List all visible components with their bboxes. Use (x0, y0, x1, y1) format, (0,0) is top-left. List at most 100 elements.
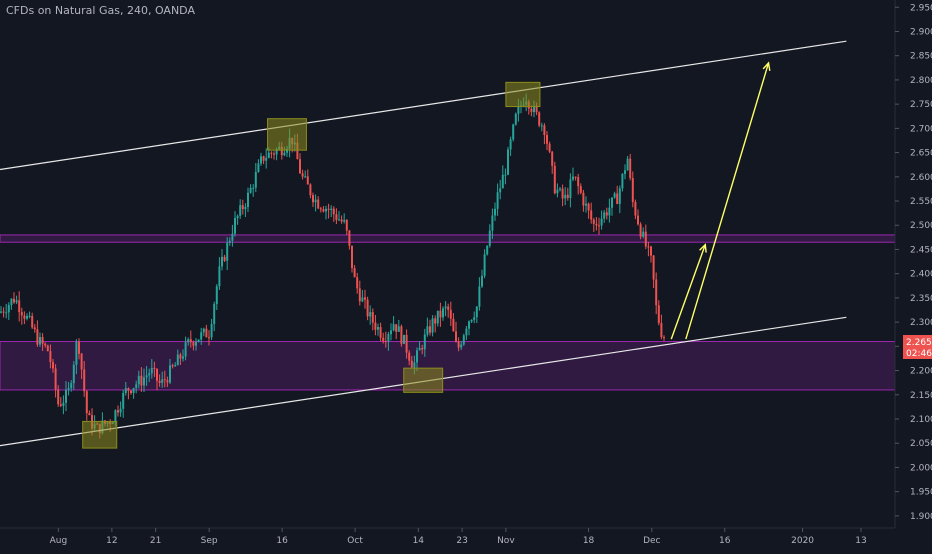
candle-body-217 (564, 194, 567, 199)
candle-body-250 (650, 246, 652, 256)
y-tick-label-11: 2.400 (910, 270, 932, 280)
candle-body-78 (202, 328, 205, 333)
candle-body-216 (561, 188, 564, 199)
candle-body-118 (306, 176, 309, 185)
candle-body-9 (23, 315, 26, 319)
candle-body-157 (408, 352, 411, 361)
y-tick-label-21: 1.900 (910, 512, 932, 522)
candle-body-120 (312, 195, 314, 203)
projection-arrow-0 (670, 244, 706, 340)
candle-body-81 (210, 324, 213, 338)
candle-body-22 (57, 389, 60, 405)
projection-arrow-1 (685, 62, 770, 340)
candle-body-80 (208, 337, 210, 339)
candle-body-232 (603, 212, 606, 219)
x-tick-label-9: 18 (583, 536, 595, 546)
candle-body-114 (296, 142, 299, 160)
candle-body-211 (548, 143, 551, 152)
candle-body-125 (325, 208, 327, 212)
candle-body-169 (439, 310, 442, 318)
candle-body-108 (280, 146, 283, 156)
candle-body-10 (26, 316, 28, 319)
candle-body-62 (161, 379, 164, 383)
candle-body-227 (590, 210, 593, 220)
candle-body-180 (468, 321, 470, 329)
candle-body-181 (470, 319, 473, 322)
candle-body-133 (345, 220, 348, 231)
candle-body-214 (556, 189, 559, 194)
candle-body-187 (486, 245, 489, 255)
y-tick-label-13: 2.300 (910, 318, 932, 328)
y-tick-label-5: 2.700 (910, 124, 932, 134)
candle-body-104 (270, 152, 273, 154)
candle-body-172 (447, 306, 450, 310)
candle-body-237 (616, 193, 619, 204)
candle-body-115 (299, 159, 301, 174)
candle-body-198 (514, 113, 517, 125)
candle-body-139 (361, 297, 364, 302)
candle-body-163 (423, 334, 426, 350)
price-tags: 2.265 02:46:0 (903, 335, 932, 359)
candle-body-219 (569, 179, 572, 199)
candle-body-152 (395, 324, 398, 332)
candle-body-185 (481, 275, 483, 287)
candle-body-231 (600, 218, 603, 226)
candle-body-16 (41, 337, 44, 344)
candle-body-148 (384, 341, 387, 343)
candle-body-251 (652, 255, 655, 280)
candle-body-255 (663, 337, 665, 339)
candle-body-32 (83, 369, 86, 392)
x-tick-label-7: 23 (456, 536, 467, 546)
candle-body-12 (31, 315, 34, 328)
candle-body-243 (631, 177, 634, 203)
candle-body-100 (260, 156, 262, 164)
candle-body-31 (80, 353, 83, 370)
candle-body-242 (629, 158, 632, 178)
candle-body-147 (382, 337, 385, 342)
projection-arrowhead-0 (699, 243, 707, 253)
candle-body-167 (434, 318, 437, 324)
candle-body-135 (351, 245, 353, 269)
candle-body-190 (494, 208, 496, 216)
candle-body-241 (626, 158, 629, 171)
candle-body-183 (475, 306, 478, 318)
candle-body-206 (535, 105, 538, 113)
candle-body-171 (444, 306, 447, 309)
candle-body-119 (309, 184, 312, 196)
candle-body-249 (647, 246, 650, 248)
candle-body-207 (538, 112, 541, 126)
candle-body-165 (429, 326, 431, 333)
candle-body-56 (145, 375, 148, 378)
candle-body-192 (499, 188, 502, 193)
time-axis[interactable]: Aug 12 21 Sep 16 Oct 14 23 Nov 18 Dec 16 2020 13 (0, 527, 895, 546)
candle-body-196 (509, 139, 512, 150)
candle-body-123 (319, 208, 322, 210)
candle-body-188 (488, 230, 491, 246)
y-tick-label-12: 2.350 (910, 294, 932, 304)
candle-body-93 (241, 205, 244, 210)
candle-body-106 (275, 149, 278, 155)
candle-body-26 (67, 388, 70, 391)
candle-body-25 (65, 390, 67, 403)
candle-body-226 (587, 203, 590, 211)
candle-body-8 (20, 312, 23, 316)
candle-body-72 (187, 339, 190, 343)
x-tick-label-8: Nov (497, 536, 515, 546)
candle-body-151 (392, 324, 395, 331)
candle-body-155 (403, 334, 405, 344)
y-tick-label-2: 2.850 (910, 52, 932, 62)
candle-body-4 (10, 298, 13, 305)
candle-body-73 (189, 339, 192, 343)
candle-body-67 (174, 365, 177, 367)
candle-body-197 (512, 124, 515, 140)
candle-body-128 (332, 208, 335, 215)
candle-body-105 (273, 153, 275, 155)
candle-body-90 (234, 217, 236, 234)
candle-body-233 (605, 212, 608, 216)
candles-layer (0, 93, 665, 439)
candle-body-96 (249, 187, 252, 193)
candle-body-127 (330, 208, 333, 210)
candle-body-229 (595, 223, 598, 226)
